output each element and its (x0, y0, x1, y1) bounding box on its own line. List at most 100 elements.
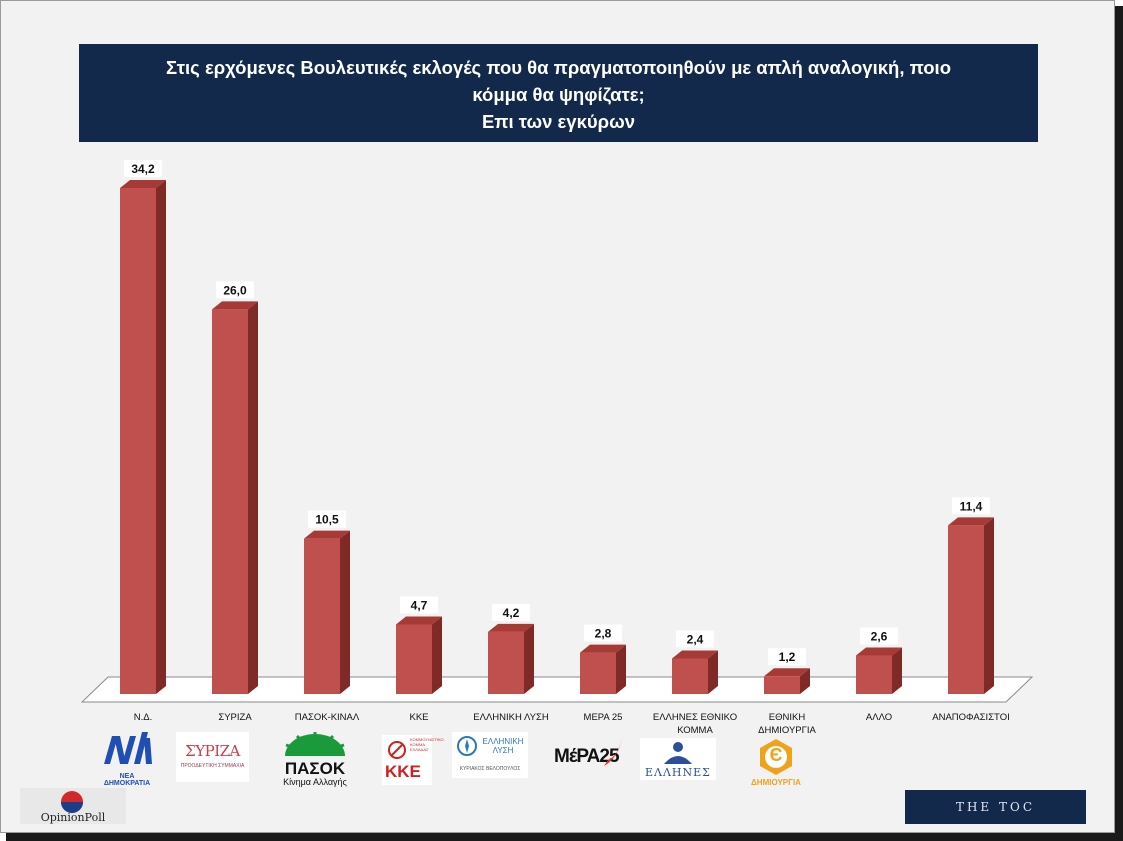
kke-logo-caption: ΚΟΜΜΟΥΝΙΣΤΙΚΟ ΚΟΜΜΑ ΕΛΛΑΔΑΣ (410, 737, 444, 752)
mera25-wing-icon (604, 738, 622, 766)
ethniki-logo-caption: ΔΗΜΙΟΥΡΓΙΑ (751, 778, 801, 787)
category-label-line: ΜΕΡΑ 25 (583, 712, 623, 723)
bar-front (120, 188, 156, 694)
bar-10: 11,4 (948, 497, 994, 694)
value-label-bg (400, 596, 438, 614)
category-label: ΠΑΣΟΚ-ΚΙΝΑΛ (279, 711, 375, 724)
value-label: 1,2 (779, 650, 796, 664)
bar-side (892, 647, 902, 694)
category-label-line: ΔΗΜΙΟΥΡΓΙΑ (758, 725, 816, 736)
category-label-line: ΕΛΛΗΝΙΚΗ ΛΥΣΗ (473, 712, 549, 723)
bar-front (212, 309, 248, 694)
category-label: ΕΛΛΗΝΕΣ ΕΘΝΙΚΟ ΚΟΜΜΑ (647, 711, 743, 737)
opinionpoll-logo-mark: OpinionPoll (40, 811, 106, 824)
bar-3: 10,5 (304, 510, 350, 694)
value-label-bg (952, 497, 990, 515)
bar-top (304, 530, 350, 539)
value-label: 2,6 (871, 630, 888, 644)
category-label: ΜΕΡΑ 25 (555, 711, 651, 724)
bar-side (524, 623, 534, 694)
chart-title-box: Στις ερχόμενες Βουλευτικές εκλογές που θ… (79, 44, 1038, 142)
bar-9: 2,6 (856, 627, 902, 694)
bar-4: 4,7 (396, 596, 442, 694)
kke-logo-mark: ΚΚΕ (385, 762, 421, 781)
bar-side (616, 644, 626, 694)
bar-group: 34,2 26,0 10,5 4,7 4,2 2,8 2,4 1,2 2,6 11,4 (120, 160, 994, 694)
ethniki-logo-mark: Є (769, 745, 783, 765)
category-label: ΣΥΡΙΖΑ (187, 711, 283, 724)
value-label-bg (308, 510, 346, 528)
bar-front (488, 631, 524, 694)
category-label: ΕΘΝΙΚΗ ΔΗΜΙΟΥΡΓΙΑ (739, 711, 835, 737)
bar-side (248, 301, 258, 694)
slide-shadow-bottom (6, 833, 1123, 841)
category-label: Ν.Δ. (95, 711, 191, 724)
bar-front (304, 538, 340, 694)
ellines-figure-icon (664, 742, 692, 764)
logo-the-toc: THE TOC (905, 790, 1086, 824)
el-lysi-logo-mark: ΕΛΛΗΝΙΚΗ ΛΥΣΗ (482, 737, 524, 755)
bar-5: 4,2 (488, 603, 534, 694)
bar-top (212, 301, 258, 310)
bar-front (672, 658, 708, 694)
value-label: 34,2 (131, 162, 155, 176)
bar-top (948, 517, 994, 526)
hammer-sickle-icon (388, 741, 406, 759)
nd-logo-caption: ΝΕΑ ΔΗΜΟΚΡΑΤΙΑ (103, 773, 151, 787)
bar-side (156, 180, 166, 694)
compass-icon (457, 736, 477, 756)
bar-2: 26,0 (212, 281, 258, 694)
category-label-line: ΑΝΑΠΟΦΑΣΙΣΤΟΙ (932, 712, 1010, 723)
bar-top (396, 616, 442, 625)
category-label-line: ΚΟΜΜΑ (677, 725, 713, 736)
logo-pasok: ΠΑΣΟΚ Κίνημα Αλλαγής (272, 732, 358, 787)
bar-1: 34,2 (120, 160, 166, 694)
bar-front (764, 676, 800, 694)
category-label: ΕΛΛΗΝΙΚΗ ΛΥΣΗ (463, 711, 559, 724)
syriza-logo-caption: ΠΡΟΟΔΕΥΤΙΚΗ ΣΥΜΜΑΧΙΑ (180, 763, 245, 769)
bar-front (396, 624, 432, 694)
category-label-line: ΕΘΝΙΚΗ (768, 712, 806, 723)
value-label: 4,2 (503, 606, 520, 620)
bar-top (580, 644, 626, 653)
value-label-bg (492, 603, 530, 621)
logo-kke: ΚΟΜΜΟΥΝΙΣΤΙΚΟ ΚΟΜΜΑ ΕΛΛΑΔΑΣ ΚΚΕ (382, 735, 444, 785)
nd-logo-icon (104, 732, 152, 764)
chart-title-line-1: Στις ερχόμενες Βουλευτικές εκλογές που θ… (166, 57, 951, 78)
bar-top (120, 180, 166, 188)
value-label-bg (584, 624, 622, 642)
category-label-line: ΑΛΛΟ (865, 712, 893, 723)
value-label-bg (860, 627, 898, 645)
value-label-bg (216, 281, 254, 299)
value-label: 10,5 (315, 513, 339, 527)
value-label: 2,8 (595, 627, 612, 641)
chart-title-line-3: Επι των εγκύρων (481, 111, 636, 132)
ellines-logo-mark: ΕΛΛΗΝΕΣ (645, 766, 711, 779)
syriza-logo-mark: ΣΥΡΙΖΑ (185, 742, 240, 760)
logo-syriza: ΣΥΡΙΖΑ ΠΡΟΟΔΕΥΤΙΚΗ ΣΥΜΜΑΧΙΑ (176, 732, 249, 782)
bar-6: 2,8 (580, 624, 626, 694)
category-label-line: Ν.Δ. (133, 712, 153, 723)
category-label-line: ΚΚΕ (409, 712, 429, 723)
logo-ellines: ΕΛΛΗΝΕΣ (640, 738, 716, 780)
opinionpoll-circle-icon (61, 791, 83, 813)
el-lysi-logo-caption: ΚΥΡΙΑΚΟΣ ΒΕΛΟΠΟΥΛΟΣ (459, 766, 521, 772)
ethniki-badge-icon (760, 739, 792, 775)
chart-title-line-2: κόμμα θα ψηφίζατε; (472, 84, 645, 105)
logo-ethniki-dimiourgia: Є ΔΗΜΙΟΥΡΓΙΑ (742, 738, 810, 790)
category-label: ΑΝΑΠΟΦΑΣΙΣΤΟΙ (923, 711, 1019, 724)
bar-side (432, 616, 442, 694)
category-label: ΚΚΕ (371, 711, 467, 724)
logo-nd: ΝΕΑ ΔΗΜΟΚΡΑΤΙΑ (96, 730, 158, 787)
category-label-line: ΕΛΛΗΝΕΣ ΕΘΝΙΚΟ (652, 712, 738, 723)
bar-front (948, 525, 984, 694)
pasok-logo-caption: Κίνημα Αλλαγής (283, 777, 347, 787)
category-label-line: ΣΥΡΙΖΑ (218, 712, 252, 723)
category-label-line: ΠΑΣΟΚ-ΚΙΝΑΛ (294, 712, 360, 723)
bar-top (764, 668, 810, 677)
logo-mera25: ΜέΡΑ25 (554, 734, 622, 778)
bar-side (800, 668, 810, 694)
logo-opinionpoll: OpinionPoll (20, 788, 126, 824)
value-label-bg (676, 630, 714, 648)
